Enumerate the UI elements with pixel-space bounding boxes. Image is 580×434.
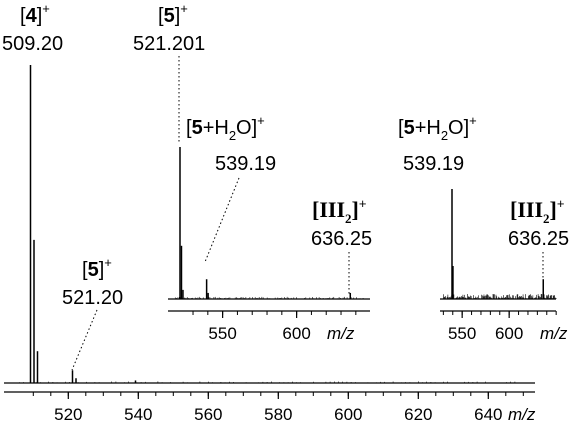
main-peaks xyxy=(18,65,520,383)
main-x-axis-label: m/z xyxy=(508,405,536,424)
inset1-x-axis-label: m/z xyxy=(327,324,355,343)
annotation-5-main-species: [5]+ xyxy=(82,255,112,281)
tick-label-6: 640 xyxy=(474,405,502,424)
annotation-inset1-iii2-mz: 636.25 xyxy=(311,228,372,250)
annotation-inset1-5-species: [5]+ xyxy=(158,1,188,27)
tick-label-1: 540 xyxy=(124,405,152,424)
annotation-inset2-peak-iii2: [III2]+ 636.25 xyxy=(508,196,569,286)
inset2-ticks: 550 600 xyxy=(442,311,557,343)
annotation-inset2-peak-5-water: [5+H2O]+ 539.19 xyxy=(398,113,477,175)
annotation-peak-5-main: [5]+ 521.20 xyxy=(62,255,123,371)
inset1-ticks: 550 600 xyxy=(192,311,357,343)
tick-label-2: 560 xyxy=(194,405,222,424)
main-spectrum: 520 540 560 580 600 620 640 m/z [4]+ 509.20 [5… xyxy=(2,1,536,424)
inset2-peaks xyxy=(443,189,557,299)
inset-2: 550 600 m/z [5+H2O]+ 539.19 [III2]+ 636.2… xyxy=(398,113,569,343)
annotation-inset2-iii2-species: [III2]+ xyxy=(510,196,564,226)
tick-label-1: 600 xyxy=(495,324,523,343)
annotation-inset1-5-mz: 521.201 xyxy=(133,33,205,55)
annotation-inset2-5h2o-species: [5+H2O]+ xyxy=(398,113,477,143)
annotation-4-species: [4]+ xyxy=(20,1,50,27)
annotation-inset1-peak-5: [5]+ 521.201 xyxy=(133,1,205,144)
annotation-inset1-5h2o-species: [5+H2O]+ xyxy=(186,113,265,143)
tick-label-0: 550 xyxy=(448,324,476,343)
annotation-inset1-peak-5-water: [5+H2O]+ 539.19 xyxy=(186,113,276,263)
annotation-inset2-5h2o-mz: 539.19 xyxy=(403,153,464,175)
annotation-5-main-mz: 521.20 xyxy=(62,287,123,309)
inset1-peaks xyxy=(174,147,364,299)
annotation-peak-4: [4]+ 509.20 xyxy=(2,1,63,55)
annotation-inset1-iii2-species: [III2]+ xyxy=(312,196,366,226)
annotation-5-main-leader xyxy=(71,309,98,371)
annotation-inset2-iii2-mz: 636.25 xyxy=(508,228,569,250)
annotation-4-mz: 509.20 xyxy=(2,33,63,55)
main-ticks: 520 540 560 580 600 620 640 xyxy=(32,392,524,424)
tick-label-1: 600 xyxy=(282,324,310,343)
tick-label-3: 580 xyxy=(264,405,292,424)
tick-label-4: 600 xyxy=(334,405,362,424)
annotation-inset1-peak-iii2: [III2]+ 636.25 xyxy=(311,196,372,294)
annotation-inset1-5h2o-leader xyxy=(204,177,240,263)
inset-1: 550 600 m/z [5]+ 521.201 [5+H2O]+ 539.19 … xyxy=(133,1,372,343)
tick-label-5: 620 xyxy=(404,405,432,424)
tick-label-0: 550 xyxy=(208,324,236,343)
annotation-inset1-5h2o-mz: 539.19 xyxy=(215,153,276,175)
inset2-x-axis-label: m/z xyxy=(540,324,568,343)
tick-label-0: 520 xyxy=(54,405,82,424)
